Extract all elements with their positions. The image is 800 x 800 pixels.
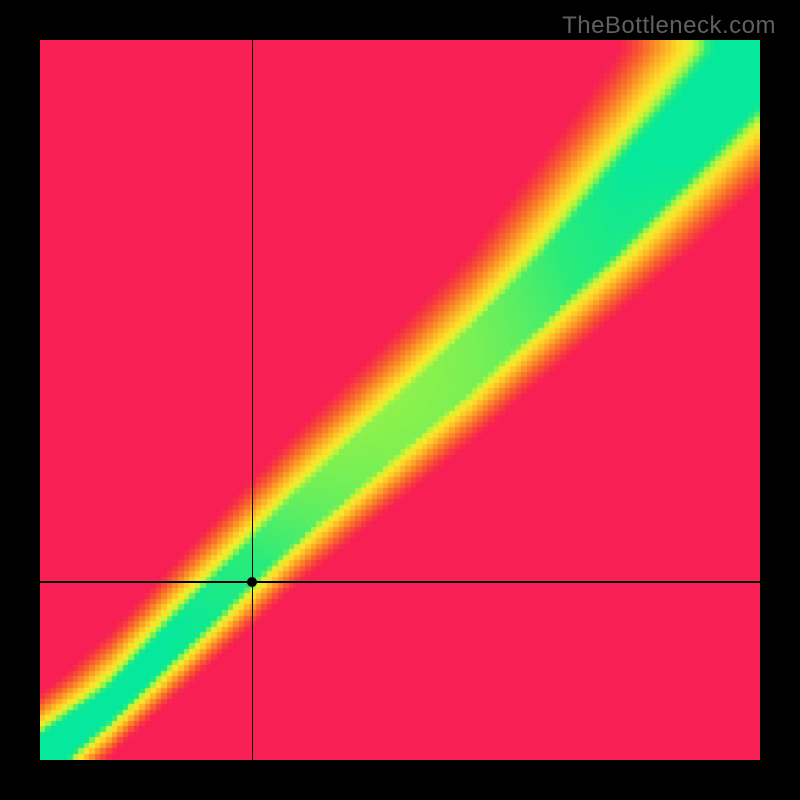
crosshair-vertical <box>252 40 254 760</box>
crosshair-horizontal <box>40 581 760 583</box>
crosshair-marker <box>247 577 257 587</box>
watermark-text: TheBottleneck.com <box>562 12 776 40</box>
heatmap-canvas <box>40 40 760 760</box>
heatmap-plot <box>40 40 760 760</box>
